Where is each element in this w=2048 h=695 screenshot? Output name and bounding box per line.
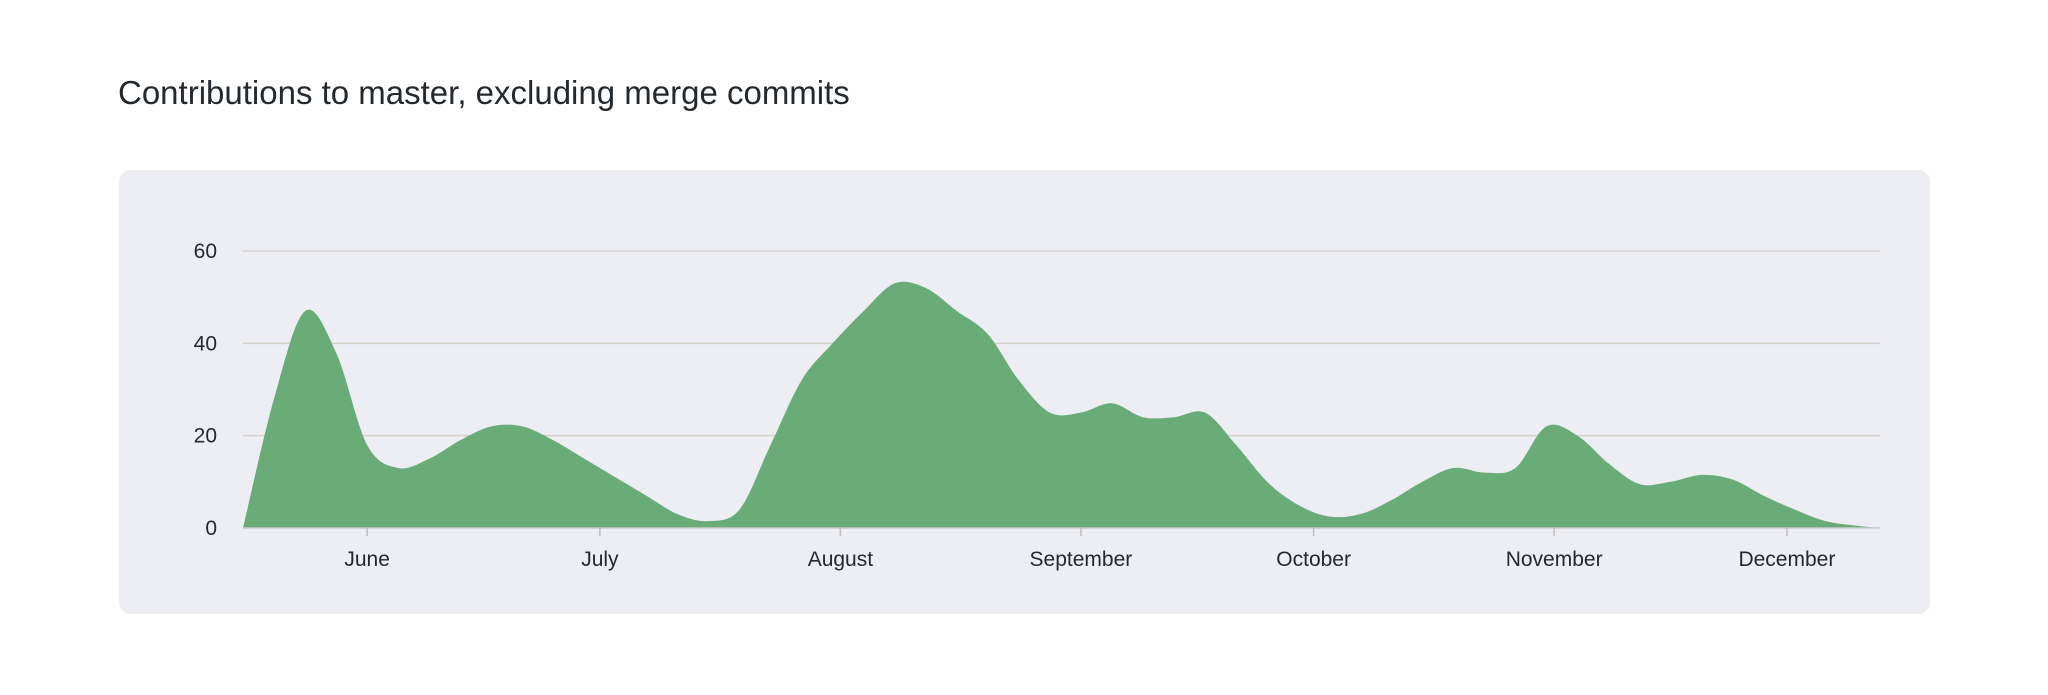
x-tick-label-august: August (808, 548, 874, 571)
area-layer (243, 281, 1880, 528)
x-tick-label-september: September (1030, 548, 1133, 571)
x-tick-label-july: July (581, 548, 619, 571)
grid-lines (243, 250, 1880, 437)
x-tick-label-october: October (1276, 548, 1351, 571)
chart-panel: 0 20 40 60 June July August September October Nov… (119, 170, 1930, 614)
y-tick-label-20: 20 (194, 425, 217, 448)
chart-heading: Contributions to master, excluding merge… (118, 74, 850, 111)
x-axis (243, 527, 1880, 536)
x-tick-label-december: December (1738, 548, 1835, 571)
contributions-chart: 0 20 40 60 June July August September October Nov… (194, 240, 1880, 571)
x-tick-label-november: November (1506, 548, 1603, 571)
y-tick-label-0: 0 (205, 517, 217, 540)
y-tick-label-60: 60 (194, 240, 217, 263)
y-tick-label-40: 40 (194, 332, 217, 355)
tick-labels: 0 20 40 60 June July August September October Nov… (194, 240, 1836, 571)
contributions-area (243, 281, 1880, 528)
x-tick-label-june: June (344, 548, 390, 571)
